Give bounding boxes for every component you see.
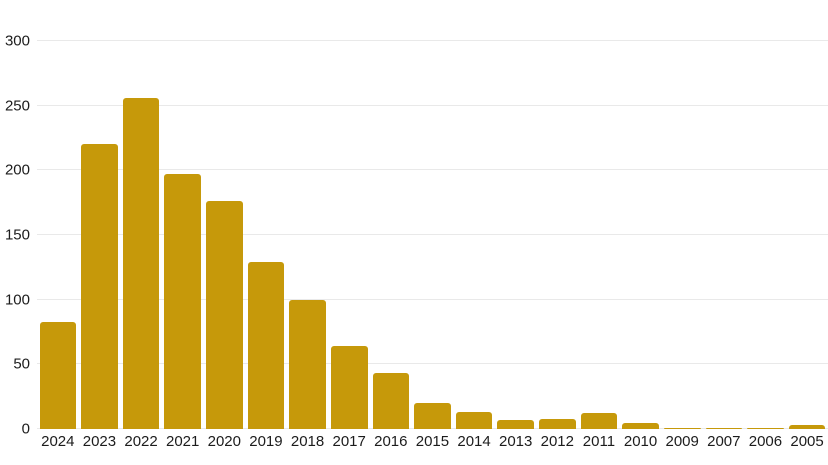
gridline-250 (37, 104, 828, 106)
bar-2013 (497, 419, 534, 429)
bar-slot-2023 (79, 41, 121, 429)
bar-2009 (663, 427, 701, 429)
bar-2014 (455, 412, 493, 429)
bars-container (37, 41, 828, 429)
x-tick-label-2009: 2009 (665, 433, 699, 450)
bar-2019 (247, 262, 285, 429)
x-tick-label-2019: 2019 (249, 433, 283, 450)
bar-2012 (539, 418, 576, 429)
y-tick-label-50: 50 (13, 355, 30, 373)
bar-slot-2016 (370, 41, 412, 429)
bar-slot-2017 (328, 41, 370, 429)
bar-slot-2014 (453, 41, 495, 429)
x-tick-label-2020: 2020 (207, 433, 241, 450)
bar-2018 (289, 299, 326, 429)
bar-slot-2013 (495, 41, 537, 429)
bar-2024 (39, 321, 77, 429)
bar-slot-2020 (204, 41, 246, 429)
x-axis: 2024 2023 2022 2021 2020 2019 2018 2017 2016 2015… (37, 433, 828, 451)
y-tick-label-0: 0 (21, 420, 30, 438)
x-tick-label-2018: 2018 (290, 433, 325, 450)
y-tick-label-150: 150 (4, 226, 30, 244)
gridline-150 (37, 234, 828, 235)
x-tick-label-2005: 2005 (790, 433, 824, 450)
bar-slot-2024 (37, 41, 79, 429)
x-tick-label-2024: 2024 (41, 433, 75, 450)
gridline-100 (37, 298, 828, 300)
x-tick-label-2010: 2010 (623, 433, 658, 450)
y-axis: 0 50 100 150 200 250 300 (0, 34, 33, 437)
bar-slot-2006 (745, 41, 787, 429)
y-tick-label-250: 250 (4, 97, 30, 115)
x-tick-label-2021: 2021 (166, 433, 200, 450)
bar-slot-2007 (703, 41, 745, 429)
bar-2015 (414, 403, 451, 429)
bar-2005 (788, 425, 826, 429)
bar-slot-2021 (162, 41, 204, 429)
bar-2006 (747, 427, 784, 429)
x-tick-label-2012: 2012 (540, 433, 574, 450)
x-tick-label-2017: 2017 (332, 433, 366, 450)
gridline-200 (37, 169, 828, 171)
plot-area (37, 40, 828, 429)
gridline-50 (37, 363, 828, 365)
bar-2020 (206, 201, 243, 429)
bar-slot-2005 (786, 41, 828, 429)
x-tick-label-2013: 2013 (499, 433, 533, 450)
bar-2022 (122, 97, 160, 429)
bar-2023 (81, 144, 118, 429)
y-tick-label-300: 300 (4, 32, 30, 50)
x-tick-label-2022: 2022 (124, 433, 158, 450)
bar-slot-2010 (620, 41, 662, 429)
bar-2007 (705, 427, 743, 429)
gridline-300 (37, 40, 828, 41)
x-tick-label-2006: 2006 (748, 433, 783, 450)
bar-2011 (580, 413, 618, 429)
bar-slot-2018 (287, 41, 329, 429)
bar-2016 (372, 373, 410, 429)
bar-2021 (164, 174, 201, 429)
bar-slot-2022 (120, 41, 162, 429)
y-tick-label-100: 100 (4, 291, 30, 309)
x-tick-label-2014: 2014 (457, 433, 491, 450)
bar-slot-2015 (412, 41, 454, 429)
bar-2010 (622, 422, 659, 429)
bar-slot-2019 (245, 41, 287, 429)
x-tick-label-2023: 2023 (82, 433, 117, 450)
bar-slot-2011 (578, 41, 620, 429)
bar-slot-2009 (661, 41, 703, 429)
x-tick-label-2016: 2016 (374, 433, 408, 450)
x-tick-label-2015: 2015 (415, 433, 450, 450)
bar-slot-2012 (537, 41, 579, 429)
x-tick-label-2007: 2007 (707, 433, 741, 450)
x-tick-label-2011: 2011 (582, 433, 616, 450)
bar-2017 (330, 346, 368, 429)
y-tick-label-200: 200 (4, 161, 30, 179)
